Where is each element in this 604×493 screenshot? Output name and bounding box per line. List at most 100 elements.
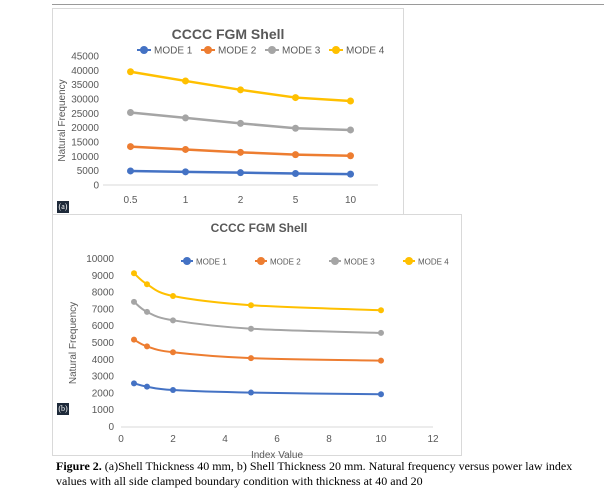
chart-b-point-mode-2 [144, 343, 150, 350]
chart-b-series-line-mode-2 [133, 338, 382, 362]
panel-label-b: (b) [57, 403, 69, 415]
chart-b-point-mode-4 [248, 302, 254, 309]
chart-a-y-tick: 30000 [71, 95, 99, 106]
chart-a-y-tick: 40000 [71, 66, 99, 77]
chart-a-point-mode-3 [237, 119, 244, 127]
chart-a-point-mode-4 [292, 94, 299, 102]
legend-marker-mode-2 [204, 46, 212, 54]
chart-a-x-tick: 0.5 [124, 195, 138, 206]
chart-a-point-mode-4 [237, 86, 244, 94]
chart-b-y-tick: 7000 [92, 304, 115, 315]
chart-a-y-tick: 10000 [71, 152, 99, 163]
chart-b-point-mode-3 [170, 317, 176, 324]
legend-label-mode-1: MODE 1 [196, 258, 227, 267]
chart-b-x-tick: 12 [427, 434, 439, 445]
chart-b-y-axis-title: Natural Frequency [68, 302, 79, 384]
chart-b-point-mode-1 [170, 387, 176, 394]
legend-label-mode-2: MODE 2 [270, 258, 301, 267]
legend-label-mode-4: MODE 4 [346, 46, 385, 57]
top-rule [52, 4, 604, 5]
chart-panel-a: CCCC FGM Shell MODE 1 MODE 2 MODE 3 MODE 4 0 5… [52, 8, 404, 216]
chart-a-point-mode-3 [347, 126, 354, 134]
chart-b-series-line-mode-1 [133, 382, 382, 396]
chart-a-y-tick: 25000 [71, 109, 99, 120]
chart-b-point-mode-3 [144, 308, 150, 315]
chart-b-point-mode-2 [170, 349, 176, 356]
chart-b-y-tick: 3000 [92, 372, 115, 383]
chart-a-y-tick: 45000 [71, 52, 99, 63]
caption-text: (a)Shell Thickness 40 mm, b) Shell Thick… [56, 459, 573, 488]
chart-a-point-mode-1 [127, 167, 134, 175]
chart-b-svg: CCCC FGM Shell MODE 1 MODE 2 MODE 3 MODE 4 0 1… [68, 221, 449, 461]
chart-a-point-mode-3 [127, 108, 134, 116]
chart-b-point-mode-4 [144, 281, 150, 288]
chart-b-x-tick: 8 [326, 434, 332, 445]
legend-label-mode-4: MODE 4 [418, 258, 449, 267]
chart-b-point-mode-3 [378, 329, 384, 336]
legend-label-mode-2: MODE 2 [218, 46, 257, 57]
chart-b-x-tick: 4 [222, 434, 228, 445]
chart-a-y-tick: 15000 [71, 138, 99, 149]
legend-marker-mode-1 [140, 46, 148, 54]
chart-a-y-tick: 35000 [71, 80, 99, 91]
chart-a-y-axis-title: Natural Frequency [57, 79, 68, 161]
chart-a-point-mode-1 [292, 170, 299, 178]
legend-marker-mode-1 [183, 257, 191, 265]
chart-b-point-mode-4 [170, 292, 176, 299]
chart-a-x-tick: 2 [238, 195, 244, 206]
chart-b-y-tick: 4000 [92, 355, 115, 366]
chart-b-y-tick: 1000 [92, 405, 115, 416]
chart-a-point-mode-2 [292, 151, 299, 159]
chart-b-y-tick: 2000 [92, 388, 115, 399]
chart-b-x-tick: 0 [118, 434, 124, 445]
legend-label-mode-3: MODE 3 [282, 46, 321, 57]
chart-a-point-mode-2 [347, 152, 354, 160]
chart-b-point-mode-4 [131, 270, 137, 277]
chart-b-point-mode-1 [131, 380, 137, 387]
chart-a-title: CCCC FGM Shell [172, 26, 285, 42]
chart-a-y-tick: 0 [93, 181, 99, 192]
chart-b-y-tick: 5000 [92, 338, 115, 349]
chart-a-point-mode-4 [182, 77, 189, 85]
chart-a-point-mode-4 [127, 68, 134, 76]
chart-a-x-tick: 10 [345, 195, 357, 206]
legend-label-mode-1: MODE 1 [154, 46, 193, 57]
chart-b-x-tick: 6 [274, 434, 280, 445]
panel-label-a: (a) [57, 201, 69, 213]
chart-a-point-mode-1 [182, 168, 189, 176]
chart-a-point-mode-1 [237, 169, 244, 177]
chart-b-point-mode-2 [378, 357, 384, 364]
legend-marker-mode-3 [331, 257, 339, 265]
chart-a-x-tick: 1 [183, 195, 189, 206]
chart-a-point-mode-2 [182, 145, 189, 153]
legend-marker-mode-2 [257, 257, 265, 265]
chart-a-point-mode-2 [127, 143, 134, 151]
chart-b-y-tick: 8000 [92, 288, 115, 299]
chart-a-point-mode-4 [347, 97, 354, 105]
chart-b-y-tick: 10000 [86, 254, 114, 265]
chart-b-series-line-mode-3 [133, 301, 382, 334]
chart-a-svg: CCCC FGM Shell MODE 1 MODE 2 MODE 3 MODE 4 0 5… [57, 26, 385, 206]
legend-label-mode-3: MODE 3 [344, 258, 375, 267]
chart-a-y-tick: 20000 [71, 123, 99, 134]
chart-b-x-tick: 2 [170, 434, 176, 445]
chart-b-y-tick: 6000 [92, 321, 115, 332]
chart-b-x-axis-title: Index Value [251, 450, 304, 461]
chart-a-point-mode-1 [347, 170, 354, 178]
chart-b-y-tick: 9000 [92, 271, 115, 282]
chart-a-point-mode-2 [237, 148, 244, 156]
legend-marker-mode-4 [332, 46, 340, 54]
chart-a-point-mode-3 [182, 114, 189, 122]
legend-marker-mode-3 [268, 46, 276, 54]
chart-a-y-tick: 5000 [77, 166, 100, 177]
chart-b-title: CCCC FGM Shell [211, 221, 308, 235]
chart-b-point-mode-3 [248, 325, 254, 332]
chart-b-point-mode-1 [378, 391, 384, 398]
chart-panel-b: CCCC FGM Shell MODE 1 MODE 2 MODE 3 MODE 4 0 1… [52, 214, 462, 461]
chart-b-x-tick: 10 [375, 434, 387, 445]
chart-b-point-mode-3 [131, 298, 137, 305]
chart-b-point-mode-1 [248, 389, 254, 396]
legend-marker-mode-4 [405, 257, 413, 265]
chart-a-point-mode-3 [292, 124, 299, 132]
chart-b-y-tick: 0 [108, 422, 114, 433]
